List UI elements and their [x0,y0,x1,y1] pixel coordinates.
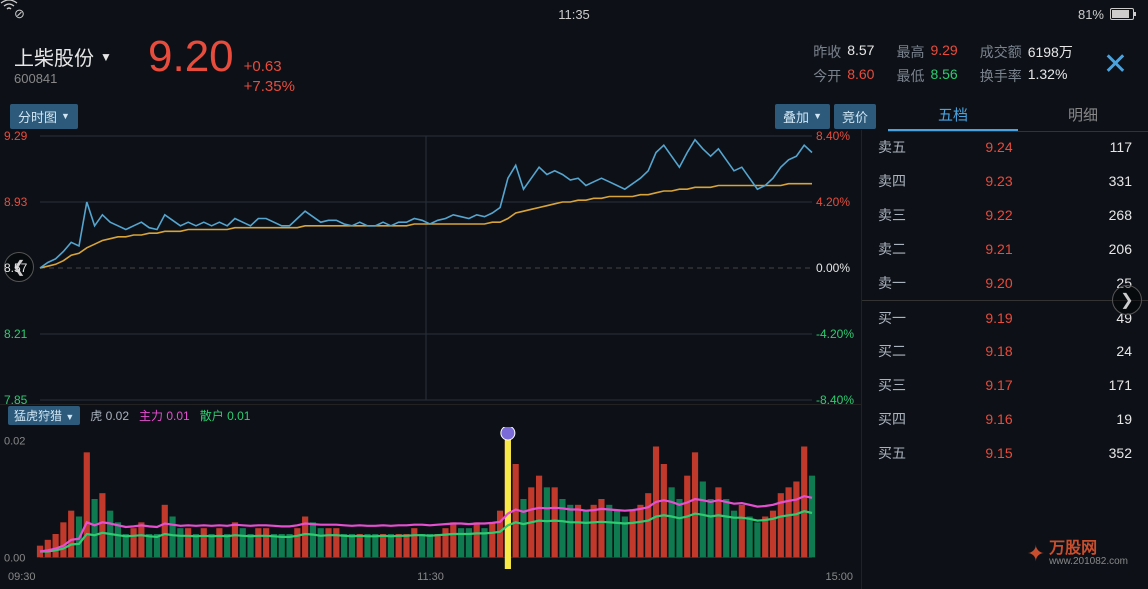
svg-text:8.40%: 8.40% [816,130,850,143]
svg-text:7.85: 7.85 [4,393,28,404]
dropdown-icon: ▼ [100,50,112,64]
battery-pct: 81% [1078,7,1104,22]
orderbook-row[interactable]: 买一9.1949 [862,300,1148,334]
close-button[interactable]: ✕ [1097,47,1134,82]
overlay-dropdown[interactable]: 叠加▼ [775,104,830,129]
indicator-chart[interactable]: 0.02 0.00 [0,427,861,571]
orderbook-panel: ❯ 卖五9.24117卖四9.23331卖三9.22268卖二9.21206卖一… [862,130,1148,589]
orderbook-row[interactable]: 卖五9.24117 [862,130,1148,164]
indicator-hu: 虎 0.02 [90,407,129,424]
orderbook-row[interactable]: 卖一9.2025 [862,266,1148,300]
indicator-main: 主力 0.01 [139,407,190,424]
chart-type-dropdown[interactable]: 分时图▼ [10,104,78,129]
high-label: 最高 [896,42,924,62]
price-change: +0.63 +7.35% [244,57,295,96]
svg-text:8.57: 8.57 [4,261,28,275]
svg-text:8.93: 8.93 [4,195,28,209]
turnover-label: 成交额 [980,42,1022,62]
orderbook-row[interactable]: 买四9.1619 [862,402,1148,436]
svg-text:0.02: 0.02 [4,436,25,448]
battery-icon [1110,8,1134,20]
svg-text:8.21: 8.21 [4,327,28,341]
indicator-name-dropdown[interactable]: 猛虎狩猎 ▼ [8,406,80,425]
prev-close-label: 昨收 [813,42,841,62]
next-stock-button[interactable]: ❯ [1112,285,1142,315]
open-value: 8.60 [847,66,874,86]
turnover-rate-value: 1.32% [1028,66,1068,86]
chevron-down-icon: ▼ [61,111,70,121]
turnover-rate-label: 换手率 [980,66,1022,86]
svg-text:-8.40%: -8.40% [816,393,854,404]
status-bar: ⊘ 11:35 81% [0,0,1148,28]
low-value: 8.56 [930,66,957,86]
orderbook-row[interactable]: 卖二9.21206 [862,232,1148,266]
chevron-down-icon: ▼ [813,111,822,121]
orderbook-row[interactable]: 买二9.1824 [862,334,1148,368]
price-chart[interactable]: ❮ 9.298.40%8.934.20%8.570.00%8.21-4.20%7… [0,130,861,405]
svg-text:0.00: 0.00 [4,552,25,564]
orderbook-row[interactable]: 买五9.15352 [862,436,1148,470]
stock-name[interactable]: 上柴股份 ▼ [14,42,124,71]
time-axis: 09:30 11:30 15:00 [0,571,861,589]
watermark-logo-icon: ✦ [1027,541,1045,567]
orderbook-row[interactable]: 卖四9.23331 [862,164,1148,198]
auction-button[interactable]: 竞价 [834,104,876,129]
stock-header: 上柴股份 ▼ 600841 9.20 +0.63 +7.35% 昨收 8.57 今… [0,28,1148,102]
prev-close: 8.57 [847,42,874,62]
indicator-retail: 散户 0.01 [200,407,251,424]
tab-levels[interactable]: 五档 [888,100,1018,131]
high-value: 9.29 [930,42,957,62]
stock-code: 600841 [14,71,124,86]
svg-text:0.00%: 0.00% [816,261,850,275]
chevron-down-icon: ▼ [65,412,74,422]
indicator-header: 猛虎狩猎 ▼ 虎 0.02 主力 0.01 散户 0.01 [0,405,861,427]
low-label: 最低 [896,66,924,86]
open-label: 今开 [813,66,841,86]
turnover-value: 6198万 [1028,42,1073,62]
current-price: 9.20 [148,32,234,82]
clock: 11:35 [558,7,590,22]
svg-text:9.29: 9.29 [4,130,28,143]
svg-text:4.20%: 4.20% [816,195,850,209]
orderbook-row[interactable]: 买三9.17171 [862,368,1148,402]
orderbook-row[interactable]: 卖三9.22268 [862,198,1148,232]
watermark: ✦ 万股网 www.201082.com [1027,541,1128,567]
tab-details[interactable]: 明细 [1018,100,1148,131]
svg-text:-4.20%: -4.20% [816,327,854,341]
